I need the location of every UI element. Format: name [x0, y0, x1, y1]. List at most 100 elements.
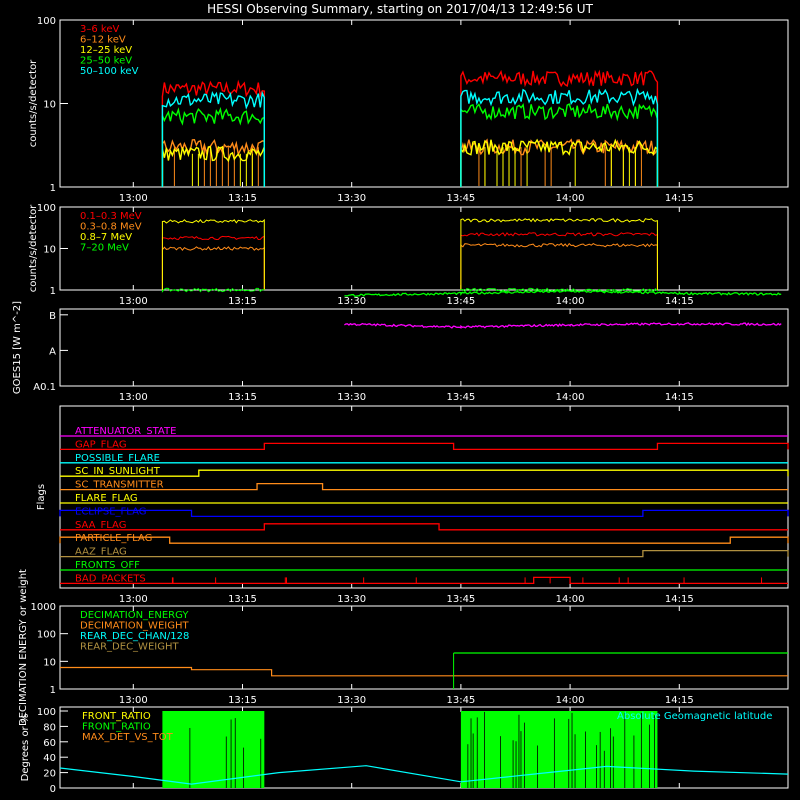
- series-line: [460, 242, 658, 291]
- series-4: [161, 87, 659, 188]
- legend-entry: 0.1–0.3 MeV: [80, 211, 142, 222]
- y-tick-label: 1: [50, 183, 56, 194]
- series-line: [161, 106, 266, 188]
- y-tick-label: A0.1: [33, 382, 56, 393]
- plot-title: HESSI Observing Summary, starting on 201…: [207, 2, 593, 16]
- y-tick-label: 1: [50, 286, 56, 297]
- flag-label: ATTENUATOR_STATE: [75, 426, 176, 437]
- panel-frame: [59, 308, 789, 387]
- time-tick-label: 13:30: [337, 296, 366, 307]
- flag-trace: [59, 536, 789, 544]
- time-tick-label: 14:00: [556, 392, 585, 403]
- flag-label: GAP_FLAG: [75, 439, 127, 450]
- time-tick-label: 13:45: [446, 193, 475, 204]
- flag-row: PARTICLE_FLAG: [59, 533, 789, 544]
- panel-frame: [59, 706, 789, 789]
- time-tick-label: 13:00: [119, 392, 148, 403]
- y-axis-label: counts/s/detector: [28, 59, 39, 147]
- time-tick-label: 14:15: [665, 296, 694, 307]
- series-3: [161, 102, 659, 188]
- time-tick-label: 14:00: [556, 594, 585, 605]
- y-tick-label: 10: [43, 657, 56, 668]
- series-line: [161, 287, 265, 293]
- y-axis-label: Degrees or %: [20, 714, 31, 782]
- legend-entry: 0.8–7 MeV: [80, 232, 132, 243]
- flag-label: SC_IN_SUNLIGHT: [75, 466, 161, 477]
- legend-entry: REAR_DEC_CHAN/128: [80, 631, 189, 642]
- flag-label: BAD_PACKETS: [75, 573, 146, 584]
- time-tick-label: 14:15: [665, 695, 694, 706]
- goes-line: [344, 289, 782, 297]
- y-tick-label: A: [49, 346, 56, 357]
- flag-row: AAZ_FLAG: [60, 547, 789, 558]
- flag-label: FLARE_FLAG: [75, 493, 138, 504]
- time-tick-label: 14:00: [556, 695, 585, 706]
- flag-label: FRONTS_OFF: [75, 560, 140, 571]
- legend-entry: 12–25 keV: [80, 45, 132, 56]
- flag-trace: [60, 442, 789, 451]
- geomagnetic-latitude-line: [59, 765, 789, 785]
- y-tick-label: 60: [43, 738, 56, 749]
- panel-flags: 13:00 13:15 13:30 13:45 14:00 14:15 Flags ATTEN…: [36, 405, 789, 605]
- series-line: [460, 287, 658, 293]
- time-tick-label: 13:00: [119, 695, 148, 706]
- legend-entry: MAX_DET_VS_TOT: [82, 732, 174, 743]
- flag-trace: [60, 482, 788, 491]
- time-tick-label: 13:45: [446, 392, 475, 403]
- legend-entry: DECIMATION_WEIGHT: [80, 621, 189, 632]
- legend-entry: 6–12 keV: [80, 35, 126, 46]
- legend-entry: 3–6 keV: [80, 24, 119, 35]
- series-2: [161, 217, 658, 291]
- y-axis-label: counts/s/detector: [28, 204, 39, 292]
- flag-row: SAA_FLAG: [60, 520, 788, 531]
- series-line: [460, 217, 658, 291]
- legend-entry: DECIMATION_ENERGY: [80, 610, 189, 621]
- flag-row: GAP_FLAG: [60, 439, 789, 451]
- goes-series-1: [344, 322, 782, 329]
- flag-label: ECLIPSE_FLAG: [75, 506, 146, 517]
- y-tick-label: B: [49, 311, 56, 322]
- flag-trace: [60, 576, 788, 585]
- flag-trace: [60, 549, 789, 558]
- series-0: [161, 69, 659, 188]
- front-ratio-block: [162, 711, 265, 788]
- y-tick-label: 1000: [31, 602, 56, 613]
- flag-label: SAA_FLAG: [75, 520, 126, 531]
- panels: 13:00 13:15 13:30 13:45 14:00 14:15 1 10 100 coun…: [12, 16, 789, 795]
- y-tick-label: 100: [37, 630, 56, 641]
- y-tick-label: 100: [37, 16, 56, 27]
- time-tick-label: 14:00: [556, 193, 585, 204]
- time-tick-label: 13:30: [337, 695, 366, 706]
- legend-entry: REAR_DEC_WEIGHT: [80, 642, 179, 653]
- y-tick-label: 1: [50, 685, 56, 696]
- flag-label: POSSIBLE_FLARE: [75, 453, 160, 464]
- series-line: [161, 235, 265, 291]
- flag-row: ECLIPSE_FLAG: [59, 506, 789, 517]
- flag-row: FRONTS_OFF: [60, 560, 788, 571]
- flag-label: PARTICLE_FLAG: [75, 533, 152, 544]
- front-ratio-block: [460, 711, 658, 788]
- time-tick-label: 13:30: [337, 193, 366, 204]
- y-tick-label: 10: [43, 245, 56, 256]
- panel-high-energy: 13:00 13:15 13:30 13:45 14:00 14:15 1 10 100coun…: [28, 203, 789, 307]
- legend-entry: Absolute Geomagnetic latitude: [617, 711, 772, 722]
- series-line: [161, 138, 266, 188]
- time-tick-label: 13:00: [119, 193, 148, 204]
- panel-goes: 13:00 13:15 13:30 13:45 14:00 14:15 A0.1 A B GOES…: [12, 289, 789, 403]
- goes-line: [344, 322, 782, 329]
- flag-trace: [60, 523, 788, 531]
- time-tick-label: 13:00: [119, 594, 148, 605]
- time-tick-label: 14:00: [556, 296, 585, 307]
- y-tick-label: 20: [43, 769, 56, 780]
- time-tick-label: 13:00: [119, 296, 148, 307]
- series-line: [161, 90, 266, 188]
- legend-entry: 7–20 MeV: [80, 243, 129, 254]
- time-tick-label: 13:15: [228, 695, 257, 706]
- flag-row: SC_IN_SUNLIGHT: [60, 466, 789, 477]
- panel-frame: [59, 405, 789, 589]
- y-tick-label: 10: [43, 100, 56, 111]
- series-0: [161, 232, 658, 291]
- series-line: [460, 138, 659, 188]
- time-tick-label: 13:45: [446, 296, 475, 307]
